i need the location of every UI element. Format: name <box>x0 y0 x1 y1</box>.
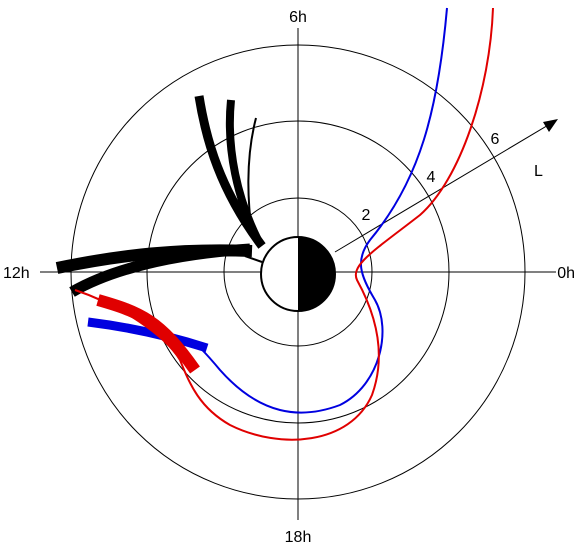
label-ring-4: 4 <box>427 169 436 186</box>
earth-night-side <box>298 237 335 311</box>
label-ring-6: 6 <box>491 131 500 148</box>
black-bands-dayside <box>194 95 266 249</box>
ring-l2 <box>223 197 373 347</box>
label-l-axis: L <box>534 163 543 180</box>
black-bands-noon <box>55 243 263 297</box>
blue-track <box>87 7 448 414</box>
red-track-band <box>96 294 200 374</box>
label-6h: 6h <box>289 9 307 26</box>
red-track-line <box>74 7 494 441</box>
blue-track-line <box>189 7 448 414</box>
red-track <box>74 7 494 441</box>
l-axis-arrowhead <box>543 119 558 132</box>
label-12h: 12h <box>3 265 30 282</box>
blue-track-band <box>87 317 209 353</box>
label-18h: 18h <box>285 529 312 546</box>
label-0h: 0h <box>557 265 575 282</box>
ring-l4 <box>146 120 450 424</box>
ring-l6 <box>70 44 526 500</box>
label-ring-2: 2 <box>362 207 371 224</box>
